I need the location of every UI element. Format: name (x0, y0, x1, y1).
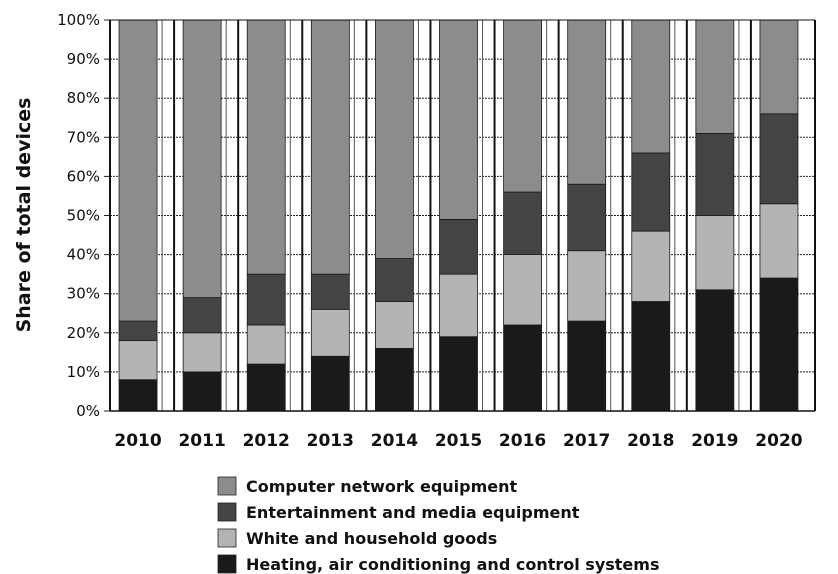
bar-segment (182, 371, 222, 412)
bar-segment (631, 152, 671, 232)
x-tick-label: 2010 (114, 431, 161, 451)
bar-segment (503, 191, 542, 255)
bar-segment (631, 301, 671, 412)
x-tick-label: 2012 (243, 431, 290, 451)
bar-segment (182, 297, 222, 334)
bar-segment (118, 19, 158, 322)
bar-segment (759, 277, 799, 412)
bar-segment (375, 348, 414, 412)
legend-swatch (217, 476, 237, 496)
x-tick-label: 2011 (178, 431, 225, 451)
axes (109, 19, 815, 412)
bar-segment (567, 250, 607, 322)
bar-segment (567, 19, 607, 185)
bar-segment (182, 332, 222, 373)
bar-segment (695, 132, 735, 216)
x-tick-label: 2016 (499, 431, 546, 451)
x-tick-label: 2019 (691, 431, 738, 451)
bar-segment (375, 301, 414, 349)
bar-segment (375, 258, 414, 302)
bar-segment (310, 355, 350, 412)
y-tick-label: 80% (67, 89, 100, 107)
legend-label: Entertainment and media equipment (246, 503, 580, 522)
bar-segment (246, 273, 286, 326)
y-tick-label: 0% (76, 402, 100, 420)
bar-segment (246, 324, 286, 365)
legend-swatch (217, 554, 237, 574)
bar-segment (246, 19, 286, 275)
bar-segment (631, 19, 671, 154)
x-tick-label: 2020 (755, 431, 802, 451)
bar-segment (439, 19, 478, 220)
legend-label: Computer network equipment (246, 477, 518, 496)
bar-segment (695, 289, 735, 412)
bar-segment (567, 320, 607, 412)
bar-segment (118, 379, 158, 412)
bar-segment (759, 113, 799, 205)
bar-segment (439, 219, 478, 275)
legend-swatch (217, 528, 237, 548)
bar-segment (310, 308, 350, 357)
bar-segment (310, 19, 350, 275)
bars (118, 19, 799, 412)
x-tick-label: 2017 (563, 431, 610, 451)
y-tick-label: 50% (67, 207, 100, 225)
legend: Computer network equipment Entertainment … (217, 476, 659, 574)
x-tick-label: 2018 (627, 431, 674, 451)
bar-segment (182, 19, 222, 299)
bar-segment (310, 273, 350, 310)
y-tick-label: 70% (67, 128, 100, 146)
y-tick-label: 90% (67, 50, 100, 68)
bar-segment (375, 19, 414, 259)
legend-label: Heating, air conditioning and control sy… (246, 555, 659, 574)
x-tick-labels: 2010 2011 2012 2013 2014 2015 2016 2017 2018 2019… (114, 431, 802, 451)
legend-swatch (217, 502, 237, 522)
bar-segment (503, 254, 542, 326)
legend-label: White and household goods (246, 529, 497, 548)
bar-segment (439, 336, 478, 412)
bar-segment (759, 19, 799, 115)
y-tick-label: 30% (67, 285, 100, 303)
y-tick-label: 60% (67, 167, 100, 185)
x-tick-label: 2013 (307, 431, 354, 451)
y-tick-label: 40% (67, 246, 100, 264)
x-tick-label: 2014 (371, 431, 418, 451)
y-tick-label: 10% (67, 363, 100, 381)
bar-segment (631, 230, 671, 302)
y-axis-label: Share of total devices (13, 98, 35, 333)
bar-segment (246, 363, 286, 412)
y-tick-label: 100% (57, 11, 100, 29)
bar-segment (503, 19, 542, 193)
bar-segment (439, 273, 478, 338)
bar-segment (118, 320, 158, 342)
y-tick-label: 20% (67, 324, 100, 342)
bar-segment (118, 340, 158, 381)
x-tick-label: 2015 (435, 431, 482, 451)
bar-segment (759, 203, 799, 279)
bar-segment (695, 215, 735, 291)
y-tick-labels: 0% 10% 20% 30% 40% 50% 60% 70% 80% 90% 100% (57, 11, 100, 420)
bar-segment (695, 19, 735, 134)
bar-segment (567, 183, 607, 252)
bar-segment (503, 324, 542, 412)
